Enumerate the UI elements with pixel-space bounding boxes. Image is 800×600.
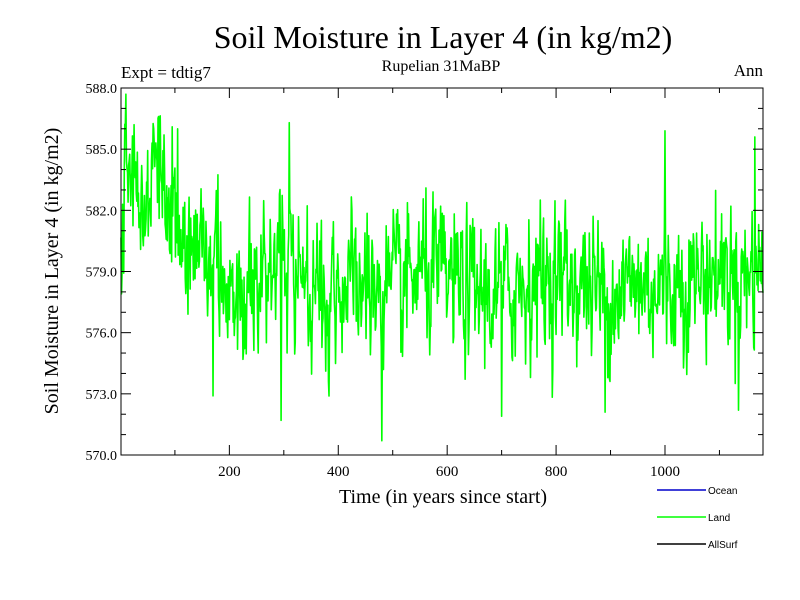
y-axis-label: Soil Moisture in Layer 4 (in kg/m2) <box>41 128 63 415</box>
x-tick-label: 600 <box>436 464 459 480</box>
chart-title: Soil Moisture in Layer 4 (in kg/m2) <box>214 19 673 55</box>
y-tick-label: 579.0 <box>86 266 118 281</box>
y-tick-label: 576.0 <box>86 327 118 342</box>
x-tick-label: 1000 <box>650 464 680 480</box>
y-tick-label: 570.0 <box>86 449 118 464</box>
legend: Ocean Land AllSurf <box>657 486 738 551</box>
legend-label-ocean: Ocean <box>708 486 737 497</box>
plot-series <box>120 93 764 442</box>
tick-labels: 200 400 600 800 1000 570.0 573.0 576.0 579.0 582.… <box>86 82 680 480</box>
y-tick-label: 573.0 <box>86 388 118 403</box>
season-label: Ann <box>734 61 764 80</box>
legend-label-land: Land <box>708 513 730 524</box>
x-tick-label: 800 <box>545 464 568 480</box>
x-axis-label: Time (in years since start) <box>339 486 547 508</box>
x-tick-label: 400 <box>327 464 350 480</box>
plot-frame <box>120 87 764 456</box>
x-tick-label: 200 <box>218 464 241 480</box>
y-tick-label: 585.0 <box>86 143 118 158</box>
experiment-label: Expt = tdtig7 <box>121 63 211 82</box>
y-tick-label: 588.0 <box>86 82 118 97</box>
series-line-land <box>120 93 764 442</box>
chart-subtitle: Rupelian 31MaBP <box>382 58 501 75</box>
y-tick-label: 582.0 <box>86 204 118 219</box>
legend-label-allsurf: AllSurf <box>708 540 738 551</box>
